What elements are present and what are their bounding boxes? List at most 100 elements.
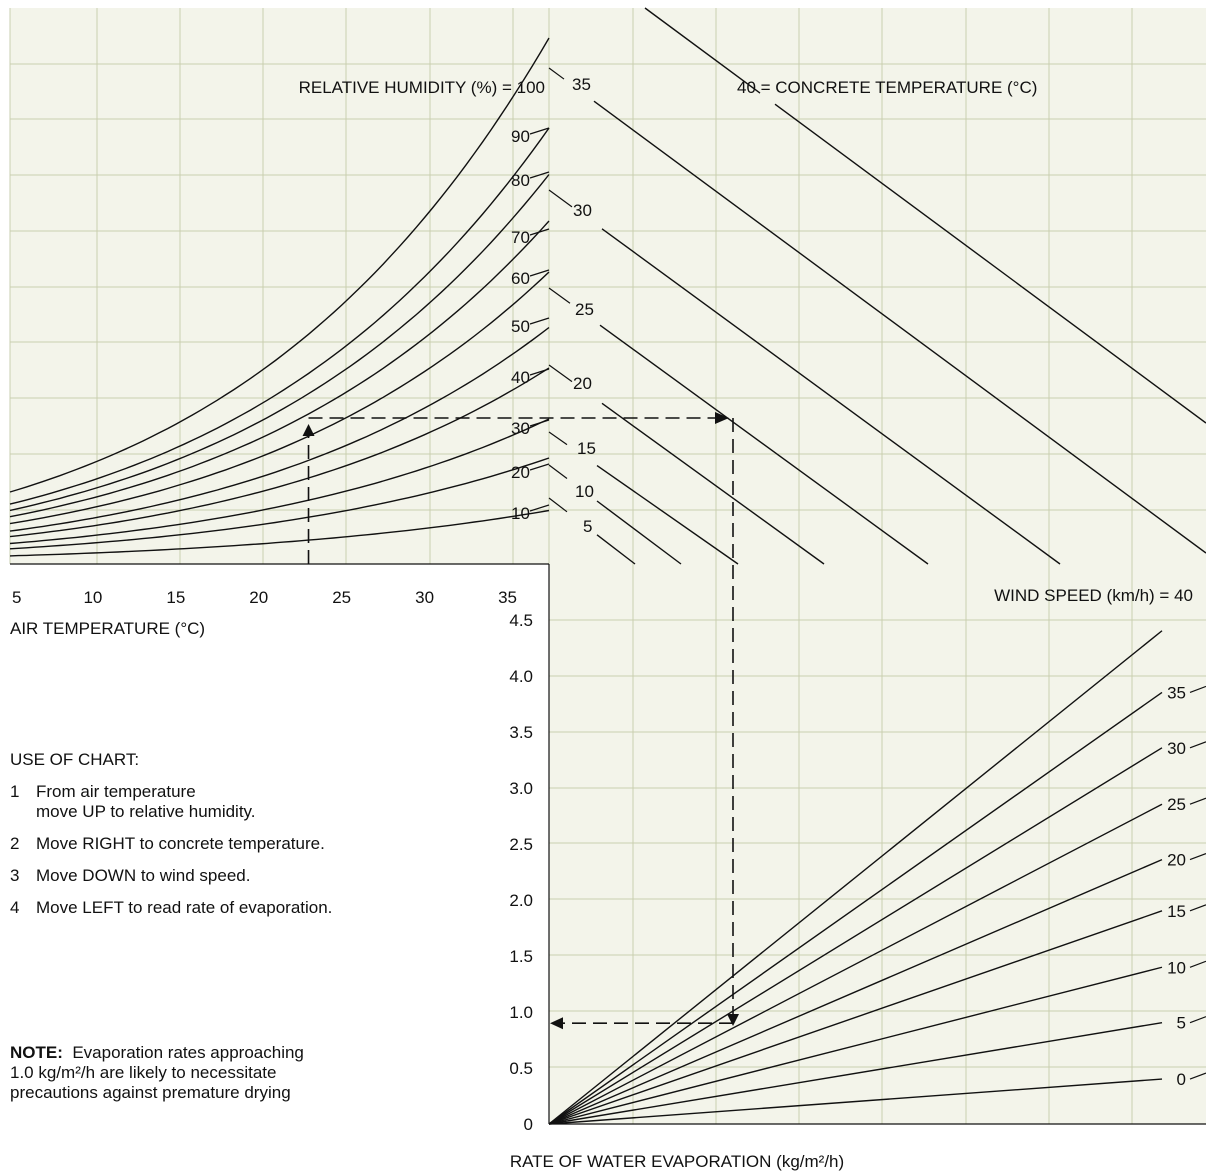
- x-tick-10: 10: [83, 588, 102, 607]
- humidity-curve-100: [9, 37, 550, 493]
- concrete-label-35: 35: [572, 75, 591, 94]
- y-axis-label: RATE OF WATER EVAPORATION (kg/m²/h): [510, 1152, 844, 1171]
- grid: [9, 8, 1206, 1124]
- x-axis-label: AIR TEMPERATURE (°C): [10, 619, 205, 638]
- usage-step: 4 Move LEFT to read rate of evaporation.: [10, 898, 340, 918]
- wind-tick-20: [1189, 853, 1206, 861]
- x-tick-20: 20: [249, 588, 268, 607]
- concrete-line-30: [601, 228, 1061, 565]
- wind-label-25: 25: [1167, 795, 1186, 814]
- concrete-tick-20: [548, 364, 573, 383]
- humidity-label-80: 80: [511, 171, 530, 190]
- usage-step: 2 Move RIGHT to concrete temperature.: [10, 834, 340, 854]
- humidity-tick-90: [529, 127, 550, 135]
- y-tick-1.0: 1.0: [509, 1003, 533, 1022]
- humidity-label-50: 50: [511, 317, 530, 336]
- note-text: Evaporation rates approaching 1.0 kg/m²/…: [10, 1043, 304, 1102]
- wind-label-30: 30: [1167, 739, 1186, 758]
- humidity-label-40: 40: [511, 368, 530, 387]
- humidity-label-70: 70: [511, 228, 530, 247]
- concrete-line-25: [599, 324, 929, 565]
- usage-steps: 1 From air temperature move UP to relativ…: [10, 782, 340, 918]
- concrete-tick-15: [548, 431, 568, 446]
- wind-label-10: 10: [1167, 958, 1186, 977]
- wind-line-15: [548, 910, 1163, 1125]
- y-tick-4.0: 4.0: [509, 667, 533, 686]
- example-right-arrow: [715, 412, 729, 424]
- concrete-line-5: [596, 534, 636, 565]
- concrete-line-40: [644, 7, 761, 94]
- concrete-label-30: 30: [573, 201, 592, 220]
- wind-tick-0: [1189, 1072, 1206, 1080]
- humidity-title: RELATIVE HUMIDITY (%) = 100: [299, 78, 545, 97]
- wind-label-35: 35: [1167, 683, 1186, 702]
- humidity-label-30: 30: [511, 419, 530, 438]
- humidity-label-10: 10: [511, 504, 530, 523]
- wind-label-15: 15: [1167, 902, 1186, 921]
- usage-step-text: From air temperature move UP to relative…: [36, 782, 256, 821]
- concrete-label-10: 10: [575, 482, 594, 501]
- usage-step-number: 4: [10, 898, 20, 917]
- usage-step-text: Move LEFT to read rate of evaporation.: [36, 898, 333, 917]
- humidity-tick-50: [529, 317, 550, 325]
- wind-line-5: [548, 1021, 1163, 1125]
- example-path: [302, 412, 739, 1030]
- humidity-label-20: 20: [511, 463, 530, 482]
- humidity-curve-50: [9, 326, 550, 532]
- usage-step-number: 1: [10, 782, 20, 801]
- humidity-curve-10: [9, 509, 550, 557]
- usage-step-number: 3: [10, 866, 20, 885]
- wind-line-30: [548, 747, 1163, 1125]
- y-tick-3.5: 3.5: [509, 723, 533, 742]
- usage-title: USE OF CHART:: [10, 750, 140, 769]
- wind-tick-5: [1189, 1016, 1206, 1024]
- humidity-tick-40: [529, 368, 550, 376]
- wind-tick-15: [1189, 904, 1206, 912]
- wind-line-0: [548, 1078, 1163, 1125]
- usage-step: 3 Move DOWN to wind speed.: [10, 866, 340, 886]
- humidity-curve-80: [9, 174, 550, 512]
- wind-line-10: [548, 966, 1163, 1125]
- wind-line-40: [548, 630, 1163, 1125]
- humidity-curve-70: [9, 220, 550, 518]
- concrete-label-15: 15: [577, 439, 596, 458]
- wind-tick-30: [1189, 741, 1206, 749]
- wind-speed-lines: 0 5 10 15 20 25 30 35 WIND SPEED (km/h) = 40: [548, 586, 1206, 1125]
- x-tick-25: 25: [332, 588, 351, 607]
- note-label: NOTE:: [10, 1043, 63, 1062]
- concrete-tick-30: [548, 189, 573, 208]
- concrete-line-10: [596, 500, 682, 565]
- example-up-arrow: [302, 424, 315, 436]
- humidity-tick-20: [529, 463, 550, 471]
- wind-tick-35: [1189, 685, 1206, 693]
- humidity-label-90: 90: [511, 127, 530, 146]
- concrete-tick-10: [548, 464, 568, 479]
- wind-label-20: 20: [1167, 851, 1186, 870]
- usage-step: 1 From air temperature move UP to relativ…: [10, 782, 340, 822]
- y-tick-3.0: 3.0: [509, 779, 533, 798]
- wind-line-25: [548, 803, 1163, 1125]
- wind-title: WIND SPEED (km/h) = 40: [994, 586, 1193, 605]
- y-tick-4.5: 4.5: [509, 611, 533, 630]
- humidity-label-60: 60: [511, 269, 530, 288]
- usage-step-text: Move RIGHT to concrete temperature.: [36, 834, 325, 853]
- y-tick-2.5: 2.5: [509, 835, 533, 854]
- x-tick-35: 35: [498, 588, 517, 607]
- humidity-curve-90: [9, 127, 550, 505]
- concrete-label-5: 5: [583, 517, 592, 536]
- example-left-arrow: [550, 1017, 563, 1030]
- wind-tick-10: [1189, 960, 1206, 968]
- y-tick-0: 0: [524, 1115, 533, 1134]
- humidity-tick-80: [529, 171, 550, 179]
- humidity-curve-60: [9, 271, 550, 525]
- x-tick-5: 5: [12, 588, 21, 607]
- top-panel-background: [10, 8, 1206, 564]
- concrete-line-15: [596, 464, 739, 565]
- concrete-line-40-lower: [774, 103, 1206, 424]
- concrete-label-20: 20: [573, 374, 592, 393]
- humidity-tick-30: [529, 419, 550, 427]
- x-tick-30: 30: [415, 588, 434, 607]
- evaporation-note: NOTE: Evaporation rates approaching 1.0 …: [10, 1043, 330, 1103]
